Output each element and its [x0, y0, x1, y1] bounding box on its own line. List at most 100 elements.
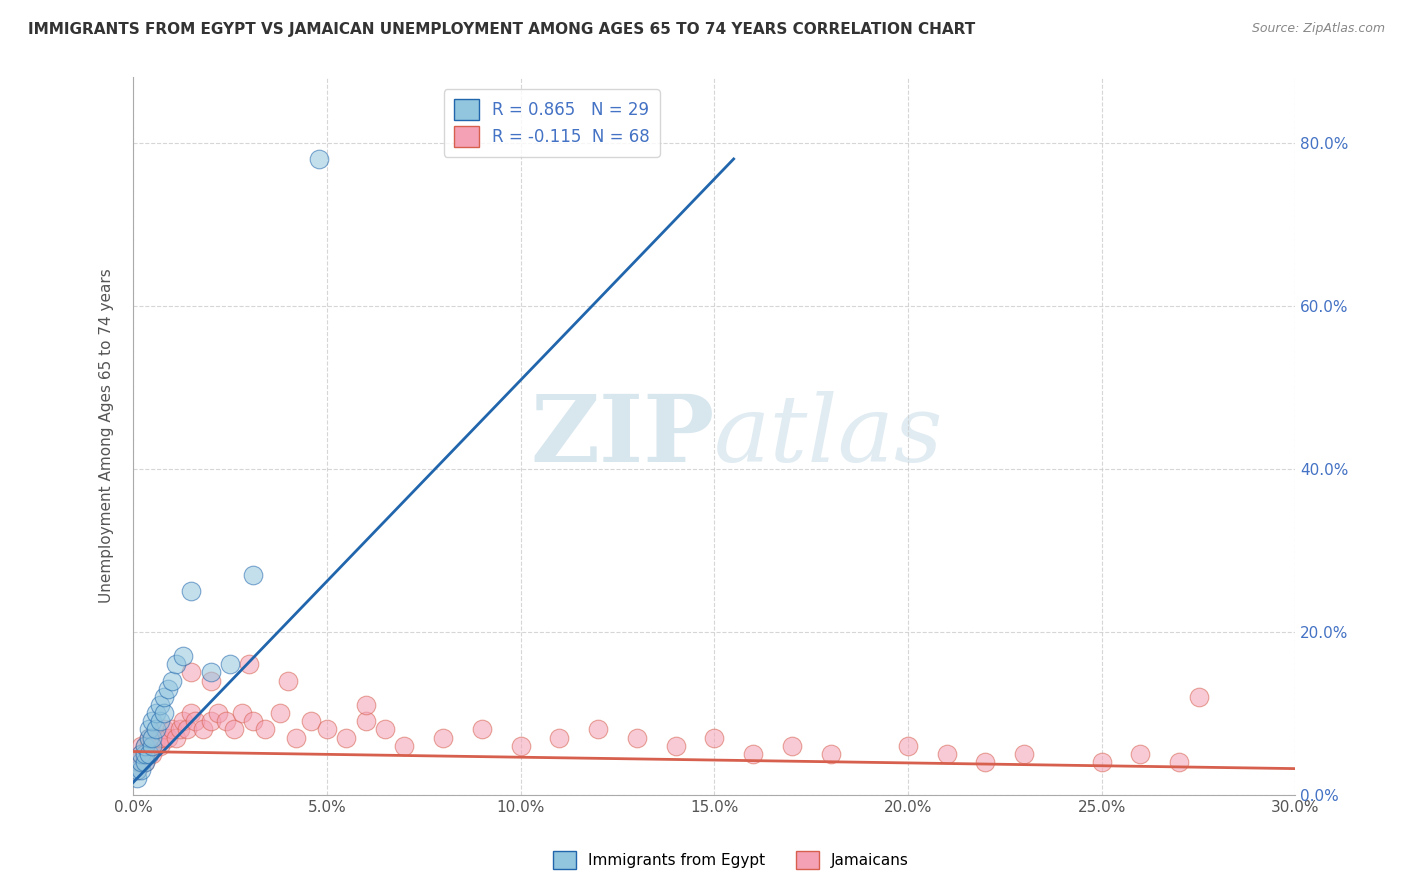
Point — [141, 747, 163, 761]
Point — [129, 755, 152, 769]
Point — [222, 723, 245, 737]
Point — [253, 723, 276, 737]
Point — [160, 673, 183, 688]
Point — [160, 723, 183, 737]
Point — [780, 739, 803, 753]
Point — [129, 747, 152, 761]
Point — [374, 723, 396, 737]
Point — [703, 731, 725, 745]
Point — [129, 755, 152, 769]
Point — [153, 723, 176, 737]
Point — [145, 731, 167, 745]
Point — [394, 739, 416, 753]
Point — [134, 739, 156, 753]
Legend: Immigrants from Egypt, Jamaicans: Immigrants from Egypt, Jamaicans — [547, 845, 915, 875]
Point — [184, 714, 207, 729]
Point — [354, 714, 377, 729]
Point — [200, 714, 222, 729]
Point — [141, 739, 163, 753]
Point — [169, 723, 191, 737]
Point — [897, 739, 920, 753]
Point — [176, 723, 198, 737]
Point — [974, 755, 997, 769]
Point — [156, 681, 179, 696]
Point — [165, 657, 187, 672]
Point — [145, 723, 167, 737]
Point — [134, 755, 156, 769]
Point — [180, 583, 202, 598]
Point — [215, 714, 238, 729]
Point — [134, 747, 156, 761]
Point — [134, 755, 156, 769]
Point — [141, 739, 163, 753]
Point — [935, 747, 957, 761]
Point — [149, 739, 172, 753]
Point — [269, 706, 291, 721]
Point — [172, 714, 194, 729]
Point — [1091, 755, 1114, 769]
Point — [548, 731, 571, 745]
Point — [820, 747, 842, 761]
Point — [354, 698, 377, 712]
Point — [626, 731, 648, 745]
Point — [145, 739, 167, 753]
Point — [153, 690, 176, 704]
Point — [1129, 747, 1152, 761]
Point — [145, 706, 167, 721]
Point — [509, 739, 531, 753]
Point — [219, 657, 242, 672]
Point — [129, 747, 152, 761]
Point — [138, 731, 160, 745]
Point — [153, 706, 176, 721]
Point — [315, 723, 337, 737]
Point — [742, 747, 765, 761]
Point — [134, 747, 156, 761]
Point — [231, 706, 253, 721]
Point — [432, 731, 454, 745]
Point — [335, 731, 357, 745]
Point — [129, 764, 152, 778]
Point — [471, 723, 494, 737]
Point — [207, 706, 229, 721]
Text: IMMIGRANTS FROM EGYPT VS JAMAICAN UNEMPLOYMENT AMONG AGES 65 TO 74 YEARS CORRELA: IMMIGRANTS FROM EGYPT VS JAMAICAN UNEMPL… — [28, 22, 976, 37]
Point — [141, 731, 163, 745]
Point — [308, 152, 330, 166]
Point — [149, 698, 172, 712]
Text: ZIP: ZIP — [530, 391, 714, 481]
Point — [1187, 690, 1209, 704]
Point — [125, 764, 148, 778]
Point — [138, 739, 160, 753]
Y-axis label: Unemployment Among Ages 65 to 74 years: Unemployment Among Ages 65 to 74 years — [100, 268, 114, 604]
Point — [586, 723, 609, 737]
Point — [138, 731, 160, 745]
Point — [242, 714, 264, 729]
Point — [200, 673, 222, 688]
Point — [138, 747, 160, 761]
Point — [200, 665, 222, 680]
Point — [138, 723, 160, 737]
Point — [172, 649, 194, 664]
Point — [149, 714, 172, 729]
Point — [141, 714, 163, 729]
Point — [153, 731, 176, 745]
Point — [125, 764, 148, 778]
Point — [156, 731, 179, 745]
Point — [1012, 747, 1035, 761]
Point — [284, 731, 307, 745]
Point — [277, 673, 299, 688]
Text: Source: ZipAtlas.com: Source: ZipAtlas.com — [1251, 22, 1385, 36]
Point — [191, 723, 214, 737]
Point — [141, 731, 163, 745]
Legend: R = 0.865   N = 29, R = -0.115  N = 68: R = 0.865 N = 29, R = -0.115 N = 68 — [444, 89, 659, 157]
Point — [165, 731, 187, 745]
Point — [238, 657, 260, 672]
Point — [125, 772, 148, 786]
Point — [138, 747, 160, 761]
Text: atlas: atlas — [714, 391, 943, 481]
Point — [1168, 755, 1191, 769]
Point — [180, 665, 202, 680]
Point — [664, 739, 686, 753]
Point — [134, 739, 156, 753]
Point — [299, 714, 322, 729]
Point — [129, 739, 152, 753]
